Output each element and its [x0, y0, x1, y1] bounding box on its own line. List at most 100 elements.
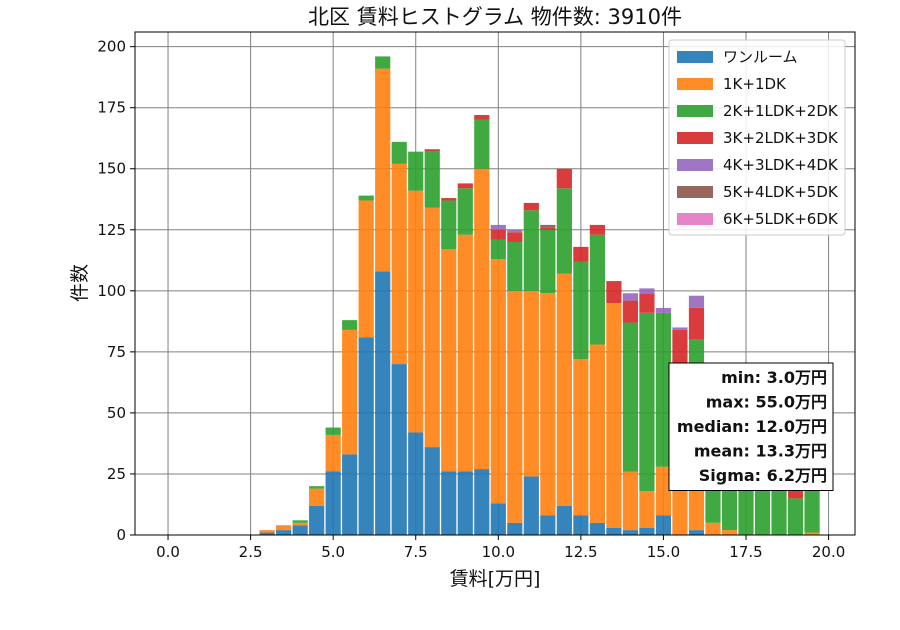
bar-segment — [507, 522, 523, 535]
bar-segment — [655, 466, 672, 516]
legend-swatch — [677, 186, 713, 198]
bar-segment — [688, 307, 705, 340]
bar-segment — [589, 344, 605, 523]
bar-segment — [309, 486, 325, 489]
x-tick-label: 17.5 — [729, 543, 762, 561]
legend-label: 5K+4LDK+5DK — [723, 183, 839, 201]
bar-segment — [639, 527, 655, 535]
bar-segment — [688, 530, 705, 535]
bar-segment — [639, 288, 655, 294]
bar-segment — [490, 259, 506, 504]
bar-segment — [490, 224, 506, 230]
bar-segment — [292, 522, 308, 526]
bar-segment — [408, 190, 424, 433]
bar-segment — [259, 532, 275, 535]
bar-segment — [705, 522, 721, 535]
y-tick-label: 125 — [97, 221, 126, 239]
legend-swatch — [677, 105, 713, 117]
x-tick-label: 10.0 — [482, 543, 515, 561]
bar-segment — [606, 281, 622, 304]
y-tick-label: 175 — [97, 99, 126, 117]
bar-segment — [787, 498, 804, 535]
bar-segment — [523, 210, 539, 291]
x-axis-title: 賃料[万円] — [450, 568, 541, 590]
bar-segment — [672, 476, 688, 535]
bar-segment — [259, 530, 275, 533]
bar-segment — [573, 515, 589, 535]
y-axis-title: 件数 — [69, 264, 91, 302]
y-tick-label: 150 — [97, 160, 126, 178]
y-tick-label: 100 — [97, 282, 126, 300]
legend-swatch — [677, 159, 713, 171]
bar-segment — [441, 249, 457, 472]
bar-segment — [325, 471, 341, 535]
bar-segment — [606, 527, 622, 535]
x-tick-label: 15.0 — [647, 543, 680, 561]
y-tick-label: 0 — [116, 526, 126, 544]
x-tick-label: 20.0 — [812, 543, 845, 561]
bar-segment — [457, 471, 473, 535]
bar-segment — [342, 454, 358, 535]
bar-segment — [292, 520, 308, 523]
bar-segment — [507, 241, 523, 291]
bar-segment — [540, 227, 556, 230]
bar-segment — [754, 486, 771, 535]
stats-line: mean: 13.3万円 — [694, 442, 827, 461]
bar-segment — [391, 141, 407, 164]
chart-title: 北区 賃料ヒストグラム 物件数: 3910件 — [308, 5, 682, 29]
bar-segment — [358, 200, 374, 338]
legend-label: 3K+2LDK+3DK — [723, 129, 839, 147]
bar-segment — [309, 488, 325, 506]
bar-segment — [375, 271, 391, 535]
bar-segment — [688, 295, 705, 308]
bar-segment — [655, 307, 672, 313]
bar-segment — [655, 515, 672, 535]
bar-segment — [507, 229, 523, 233]
bar-segment — [309, 505, 325, 535]
x-tick-label: 12.5 — [564, 543, 597, 561]
bar-segment — [507, 290, 523, 523]
bar-segment — [721, 530, 738, 535]
bar-segment — [441, 471, 457, 535]
bar-segment — [573, 261, 589, 360]
legend-label: 6K+5LDK+6DK — [723, 210, 839, 228]
bar-segment — [457, 234, 473, 472]
bar-segment — [457, 183, 473, 189]
x-tick-label: 7.5 — [404, 543, 428, 561]
bar-segment — [375, 56, 391, 69]
bar-segment — [507, 232, 523, 242]
bar-segment — [589, 224, 605, 235]
bar-segment — [556, 188, 572, 274]
bar-segment — [375, 68, 391, 272]
bar-segment — [457, 188, 473, 235]
bar-segment — [622, 300, 639, 323]
y-tick-label: 200 — [97, 38, 126, 56]
bar-segment — [589, 522, 605, 535]
bar-segment — [325, 434, 341, 472]
bar-segment — [573, 359, 589, 516]
bar-segment — [490, 239, 506, 260]
bar-segment — [540, 224, 556, 228]
bar-segment — [358, 337, 374, 535]
x-tick-label: 0.0 — [156, 543, 180, 561]
bar-segment — [573, 246, 589, 262]
stats-line: median: 12.0万円 — [677, 417, 827, 436]
bar-segment — [490, 229, 506, 240]
bar-segment — [622, 530, 639, 535]
bar-segment — [408, 432, 424, 535]
bar-segment — [540, 293, 556, 516]
bar-segment — [474, 168, 490, 470]
legend-label: 2K+1LDK+2DK — [723, 102, 839, 120]
bar-segment — [424, 207, 440, 448]
bar-segment — [441, 200, 457, 250]
bar-segment — [474, 115, 490, 120]
bar-segment — [391, 163, 407, 365]
bar-segment — [523, 202, 539, 211]
bar-segment — [655, 312, 672, 467]
bar-segment — [358, 195, 374, 201]
bar-segment — [523, 476, 539, 535]
bar-segment — [639, 491, 655, 528]
legend-label: 1K+1DK — [723, 75, 787, 93]
y-tick-label: 75 — [107, 343, 126, 361]
bar-segment — [342, 329, 358, 455]
